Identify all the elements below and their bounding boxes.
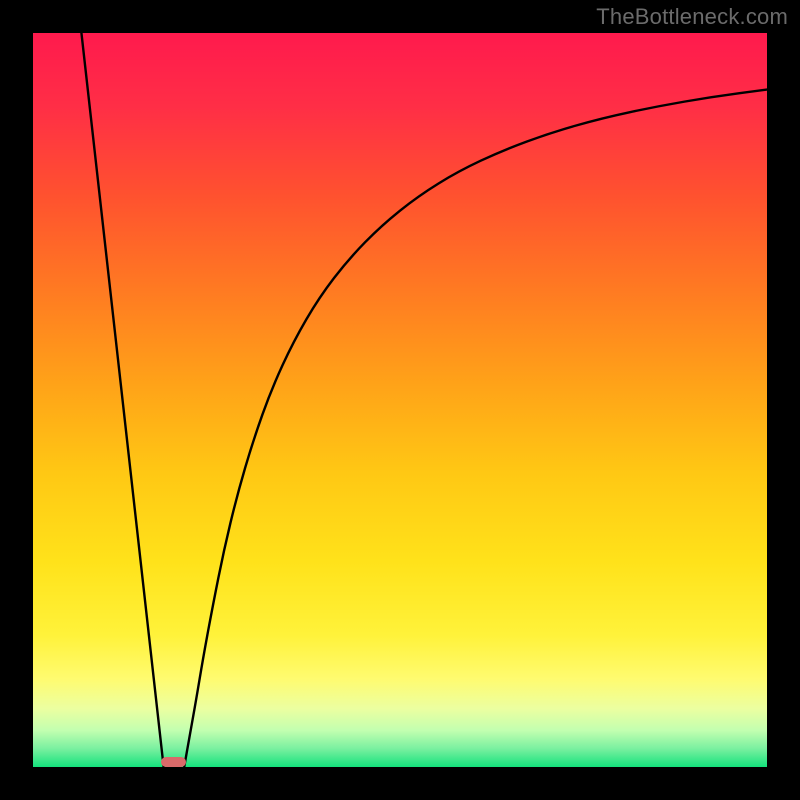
bottleneck-marker (161, 757, 186, 767)
curve-path (81, 33, 767, 767)
watermark-text: TheBottleneck.com (596, 4, 788, 30)
plot-area (33, 33, 767, 767)
chart-container: TheBottleneck.com (0, 0, 800, 800)
bottleneck-curve (33, 33, 767, 767)
